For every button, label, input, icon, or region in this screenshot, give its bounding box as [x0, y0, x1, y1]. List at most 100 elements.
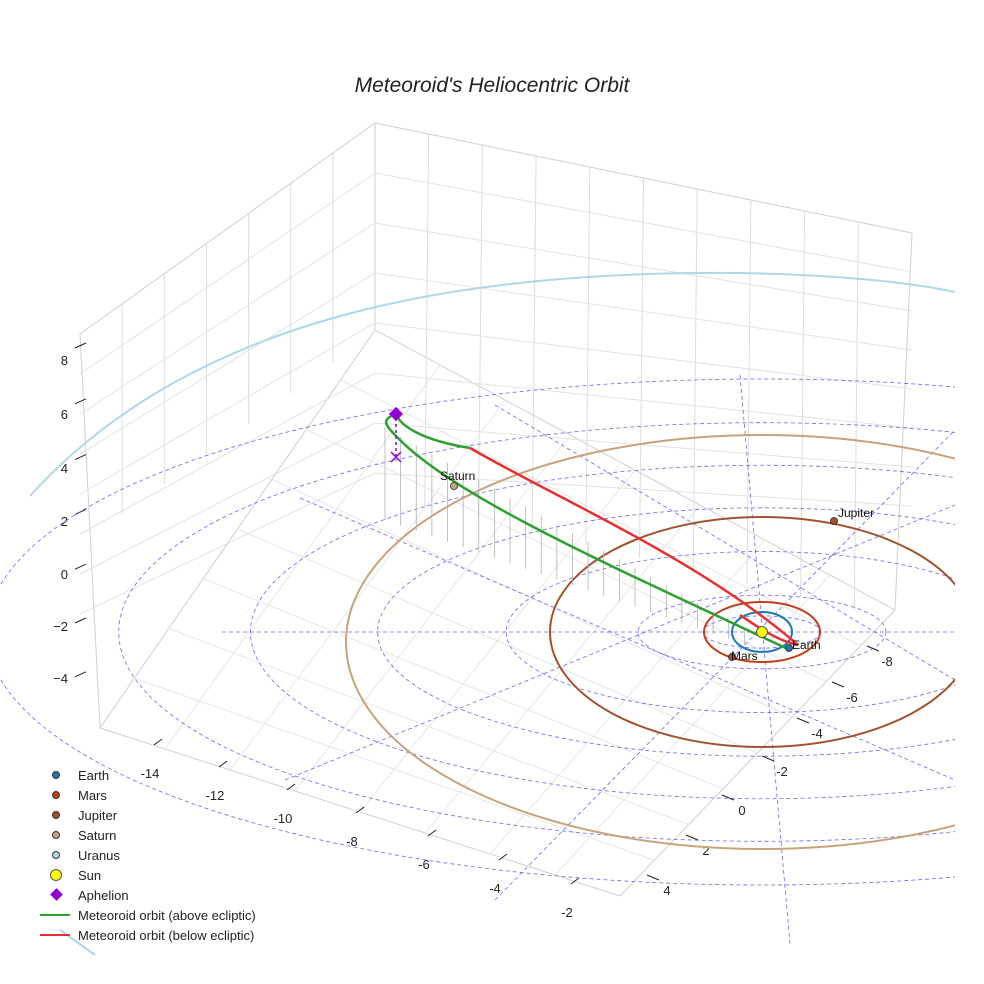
gridline	[585, 166, 591, 546]
y-axis-ticks: -8 -6 -4 -2 0 2 4	[646, 645, 893, 898]
legend-item: Meteoroid orbit (below ecliptic)	[38, 925, 256, 945]
z-tick-label: 6	[61, 407, 68, 422]
orbit-uranus	[29, 271, 955, 497]
mars-marker	[728, 653, 736, 661]
y-tick-label: 4	[663, 883, 670, 898]
z-tick-label: 2	[61, 514, 68, 529]
gridline	[424, 504, 701, 834]
legend-symbol	[38, 925, 78, 945]
orbit-saturn	[345, 434, 955, 850]
gridline	[554, 574, 831, 876]
gridline	[237, 528, 758, 754]
z-tick-mark	[74, 454, 87, 461]
earth-marker	[785, 644, 793, 652]
x-tick-label: -12	[206, 788, 225, 803]
meteoroid-orbit	[385, 412, 799, 652]
chart-title: Meteoroid's Heliocentric Orbit	[354, 74, 630, 97]
ecliptic-reference-grid	[0, 374, 955, 945]
legend-label: Uranus	[78, 847, 120, 863]
legend-circle-icon	[52, 851, 60, 859]
saturn-marker	[450, 482, 458, 490]
z-tick-mark	[74, 398, 87, 405]
gridline	[374, 222, 913, 312]
z-tick-label: −2	[53, 619, 68, 634]
legend-diamond-icon	[50, 888, 63, 901]
z-tick-mark	[74, 671, 87, 678]
gridline	[374, 172, 913, 273]
meteoroid-orbit-above	[385, 412, 791, 652]
legend-label: Aphelion	[78, 887, 129, 903]
gridline	[79, 322, 376, 495]
gridline	[853, 221, 859, 611]
y-tick-mark	[721, 794, 735, 801]
legend-label: Saturn	[78, 827, 117, 843]
gridline	[79, 172, 376, 375]
earth-label: Earth	[792, 638, 821, 652]
z-tick-label: −4	[53, 671, 68, 686]
legend-item: Mars	[38, 785, 256, 805]
gridline	[531, 155, 537, 533]
axis-edge	[79, 122, 376, 335]
x-tick-mark	[570, 877, 580, 885]
gridline	[374, 422, 913, 468]
jupiter-label: Jupiter	[838, 506, 874, 520]
gridline	[746, 199, 752, 585]
aphelion-projection-marker	[390, 451, 402, 463]
legend-label: Sun	[78, 867, 102, 883]
y-tick-label: -4	[811, 726, 823, 741]
x-tick-mark	[153, 738, 163, 746]
planet-orbits	[29, 271, 955, 956]
meteoroid-orbit-above	[394, 413, 471, 450]
reference-ray	[494, 429, 955, 901]
legend-item: Jupiter	[38, 805, 256, 825]
gridline	[79, 272, 376, 455]
z-tick-label: 8	[61, 353, 68, 368]
x-tick-mark	[355, 806, 365, 814]
legend-label: Jupiter	[78, 807, 118, 823]
gridline	[374, 472, 913, 507]
x-tick-label: -2	[561, 905, 573, 920]
y-tick-label: -2	[776, 764, 788, 779]
gridline	[79, 472, 376, 615]
gridline	[639, 177, 644, 559]
x-tick-label: -14	[141, 766, 160, 781]
y-tick-label: 0	[738, 803, 745, 818]
x-tick-label: -10	[274, 811, 293, 826]
x-tick-mark	[427, 829, 437, 837]
legend-symbol	[38, 785, 78, 805]
y-tick-label: -6	[846, 690, 858, 705]
gridline	[477, 144, 483, 520]
y-tick-label: -8	[881, 654, 893, 669]
reference-circle	[377, 507, 955, 757]
y-tick-mark	[796, 717, 810, 724]
reference-circle	[505, 551, 955, 713]
z-tick-mark	[74, 342, 87, 349]
reference-ray	[494, 404, 955, 681]
z-tick-label: 0	[61, 567, 68, 582]
legend-line-icon	[40, 934, 70, 936]
axis-edge	[79, 333, 101, 729]
x-axis-ticks: -14 -12 -10 -8 -6 -4 -2	[141, 738, 580, 920]
legend-label: Mars	[78, 787, 107, 803]
legend-item: Saturn	[38, 825, 256, 845]
sun-marker	[756, 626, 768, 638]
legend-item: Earth	[38, 765, 256, 785]
z-tick-label: 4	[61, 461, 68, 476]
gridline	[340, 379, 861, 647]
legend-item: Uranus	[38, 845, 256, 865]
legend-label: Meteoroid orbit (above ecliptic)	[78, 907, 256, 923]
y-tick-mark	[646, 874, 660, 881]
gridline	[489, 539, 766, 855]
aphelion-marker	[388, 406, 404, 422]
gridline	[374, 272, 913, 351]
legend-circle-icon	[52, 811, 60, 819]
legend-label: Earth	[78, 767, 110, 783]
legend-circle-icon	[52, 831, 60, 839]
legend-symbol	[38, 905, 78, 925]
planet-markers: Earth Mars Jupiter Saturn	[388, 406, 874, 663]
legend-item: Aphelion	[38, 885, 256, 905]
x-tick-mark	[218, 760, 228, 768]
jupiter-marker	[830, 517, 838, 525]
legend-symbol	[38, 885, 78, 905]
